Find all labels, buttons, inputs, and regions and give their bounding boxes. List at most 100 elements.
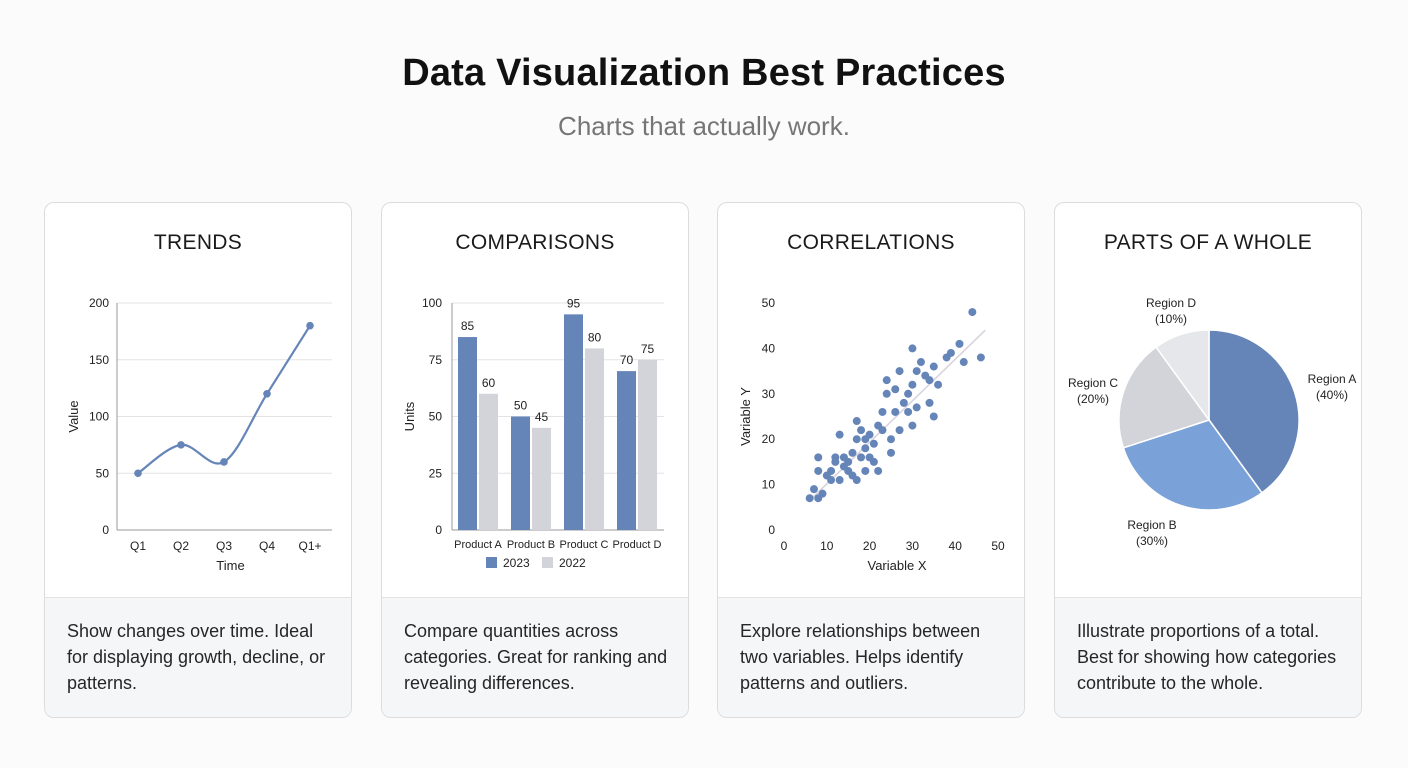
legend-swatch [486, 557, 497, 568]
comparisons-bar-chart: 0 25 50 75 100 Units 85 60 Product A 50 45 Product … [402, 296, 664, 570]
slice-label: Region B [1127, 518, 1176, 532]
data-label: 70 [620, 353, 634, 367]
data-point [882, 376, 891, 385]
data-point [878, 426, 887, 435]
y-tick-label: 0 [768, 523, 775, 537]
x-tick-label: 30 [906, 539, 920, 553]
card-description-parts-of-a-whole: Illustrate proportions of a total. Best … [1077, 621, 1337, 693]
data-point [908, 380, 917, 389]
card-footer-parts-of-a-whole: Illustrate proportions of a total. Best … [1055, 597, 1361, 717]
data-point [814, 466, 823, 475]
bar [638, 359, 657, 530]
data-point [946, 348, 955, 357]
pie-slice [1122, 419, 1263, 511]
data-point [882, 389, 891, 398]
data-point [878, 407, 887, 416]
x-axis-label: Variable X [867, 558, 926, 573]
card-description-comparisons: Compare quantities across categories. Gr… [404, 621, 668, 693]
bar [458, 337, 477, 530]
data-point [263, 390, 271, 398]
slice-percent-label: (40%) [1316, 388, 1348, 402]
data-point [869, 439, 878, 448]
data-point [968, 308, 977, 317]
data-point [827, 476, 836, 485]
data-point [835, 476, 844, 485]
card-title-comparisons: COMPARISONS [455, 231, 615, 254]
x-tick-label: 20 [863, 539, 877, 553]
y-tick-label: 0 [435, 523, 442, 537]
y-tick-label: 10 [762, 478, 776, 492]
y-tick-label: 200 [89, 296, 109, 310]
data-point [899, 398, 908, 407]
data-point [857, 453, 866, 462]
x-tick-label: 40 [949, 539, 963, 553]
data-point [861, 466, 870, 475]
pie-slice [1118, 346, 1211, 449]
data-point [895, 426, 904, 435]
y-tick-label: 75 [429, 353, 443, 367]
data-point [220, 458, 228, 466]
data-label: 75 [641, 342, 655, 356]
x-tick-label: Q1 [130, 539, 146, 553]
x-tick-label: Q1+ [298, 539, 321, 553]
data-point [805, 494, 814, 503]
bar [617, 371, 636, 530]
bar [564, 314, 583, 530]
data-point [908, 344, 917, 353]
y-tick-label: 50 [762, 296, 776, 310]
y-axis-label: Variable Y [738, 387, 753, 446]
data-point [861, 444, 870, 453]
x-tick-label: Product A [454, 539, 502, 551]
x-tick-label: Q4 [259, 539, 275, 553]
data-point [874, 466, 883, 475]
data-point [934, 380, 943, 389]
data-point [929, 362, 938, 371]
x-tick-label: Product C [560, 539, 609, 551]
bar [479, 393, 498, 530]
data-point [831, 453, 840, 462]
card-description-trends: Show changes over time. Ideal for displa… [67, 621, 326, 693]
data-point [844, 457, 853, 466]
data-point [904, 407, 913, 416]
card-correlations: CORRELATIONS 0 10 20 30 40 50 0 10 20 30 40 50 Varia… [717, 202, 1025, 718]
card-parts-of-a-whole: PARTS OF A WHOLE Region A (40%) Region B (3… [1054, 202, 1362, 718]
legend-swatch [542, 557, 553, 568]
slice-percent-label: (30%) [1136, 534, 1168, 548]
data-point [177, 441, 185, 449]
card-title-parts-of-a-whole: PARTS OF A WHOLE [1103, 231, 1313, 254]
x-tick-label: 50 [991, 539, 1005, 553]
data-point [895, 367, 904, 376]
legend-label: 2023 [503, 556, 530, 570]
x-tick-label: 0 [781, 539, 788, 553]
series-line [137, 325, 311, 475]
data-point [134, 469, 142, 478]
x-tick-label: Product D [613, 539, 662, 551]
legend-label: 2022 [559, 556, 586, 570]
data-point [306, 321, 314, 330]
data-point [852, 417, 861, 426]
data-point [887, 448, 895, 457]
data-point [891, 407, 900, 416]
card-footer-correlations: Explore relationships between two variab… [718, 597, 1024, 717]
data-point [848, 448, 857, 457]
bar [585, 348, 604, 530]
x-axis-label: Time [216, 558, 244, 573]
data-point [908, 421, 917, 430]
y-axis-label: Units [402, 401, 417, 431]
slice-label: Region C [1068, 376, 1118, 390]
card-footer-comparisons: Compare quantities across categories. Gr… [382, 597, 688, 717]
y-tick-label: 40 [762, 341, 776, 355]
slice-percent-label: (20%) [1077, 392, 1109, 406]
pie-slice [1155, 329, 1210, 423]
card-footer-trends: Show changes over time. Ideal for displa… [45, 597, 351, 717]
y-tick-label: 50 [96, 466, 110, 480]
x-tick-label: Q3 [216, 539, 232, 553]
y-tick-label: 100 [89, 410, 109, 424]
data-point [891, 385, 900, 394]
card-trends: TRENDS 0 50 100 150 200 Q1 Q2 Q3 Q4 Q1+ Time Value … [44, 202, 352, 718]
data-label: 60 [482, 376, 496, 390]
slice-percent-label: (10%) [1155, 312, 1187, 326]
page-subtitle: Charts that actually work. [558, 111, 850, 141]
bar [532, 427, 551, 530]
data-point [955, 339, 964, 348]
